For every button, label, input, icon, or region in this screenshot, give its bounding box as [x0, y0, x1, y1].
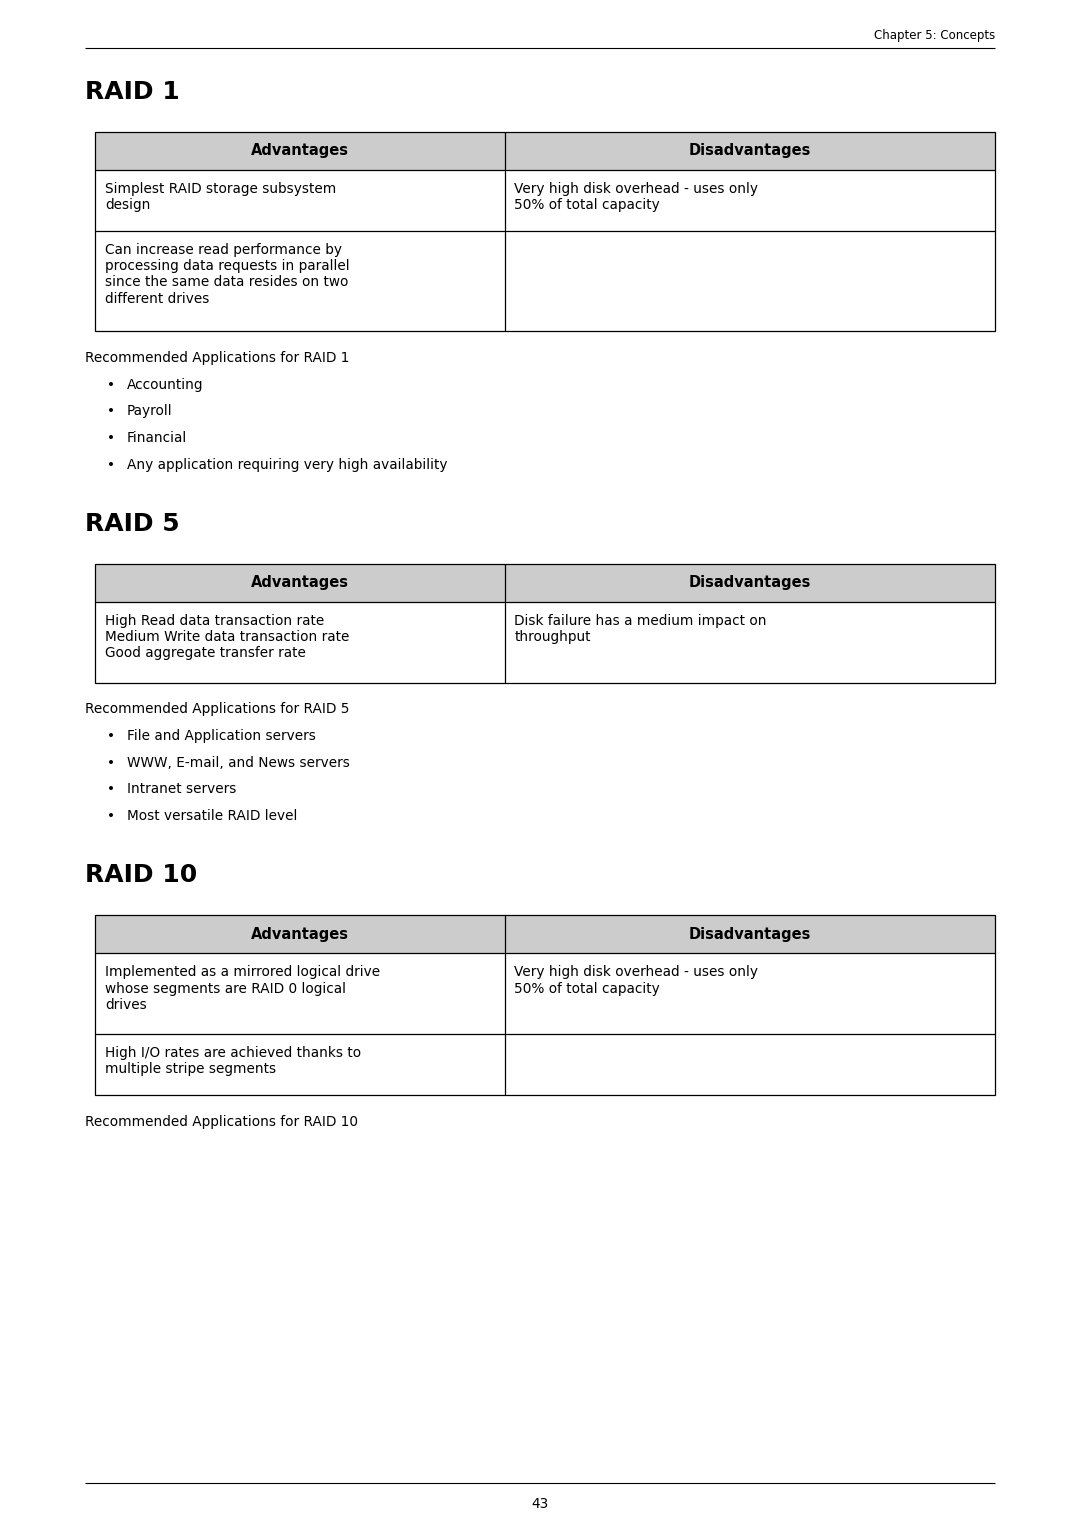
Bar: [95, 916, 995, 1095]
Text: Intranet servers: Intranet servers: [127, 783, 237, 797]
Text: Accounting: Accounting: [127, 378, 203, 391]
Text: Very high disk overhead - uses only
50% of total capacity: Very high disk overhead - uses only 50% …: [514, 182, 758, 213]
Text: Can increase read performance by
processing data requests in parallel
since the : Can increase read performance by process…: [105, 243, 350, 306]
Text: 43: 43: [531, 1497, 549, 1511]
Text: •: •: [107, 405, 114, 419]
Bar: [95, 131, 995, 170]
Text: Implemented as a mirrored logical drive
whose segments are RAID 0 logical
drives: Implemented as a mirrored logical drive …: [105, 965, 380, 1012]
Text: WWW, E-mail, and News servers: WWW, E-mail, and News servers: [127, 755, 350, 771]
Text: •: •: [107, 431, 114, 445]
Bar: [95, 131, 995, 330]
Text: RAID 10: RAID 10: [85, 864, 198, 887]
Bar: [95, 564, 995, 602]
Text: •: •: [107, 783, 114, 797]
Text: •: •: [107, 729, 114, 743]
Text: High Read data transaction rate
Medium Write data transaction rate
Good aggregat: High Read data transaction rate Medium W…: [105, 615, 349, 661]
Text: Disadvantages: Disadvantages: [689, 144, 811, 159]
Text: Very high disk overhead - uses only
50% of total capacity: Very high disk overhead - uses only 50% …: [514, 965, 758, 995]
Text: Disk failure has a medium impact on
throughput: Disk failure has a medium impact on thro…: [514, 615, 767, 644]
Bar: [95, 564, 995, 682]
Text: Recommended Applications for RAID 1: Recommended Applications for RAID 1: [85, 352, 349, 365]
Text: •: •: [107, 755, 114, 771]
Text: RAID 5: RAID 5: [85, 512, 179, 537]
Text: Advantages: Advantages: [251, 927, 349, 942]
Text: Chapter 5: Concepts: Chapter 5: Concepts: [874, 29, 995, 41]
Bar: [95, 916, 995, 1095]
Text: Disadvantages: Disadvantages: [689, 575, 811, 590]
Text: Financial: Financial: [127, 431, 187, 445]
Text: •: •: [107, 809, 114, 823]
Text: Any application requiring very high availability: Any application requiring very high avai…: [127, 457, 447, 471]
Bar: [95, 564, 995, 682]
Text: Recommended Applications for RAID 10: Recommended Applications for RAID 10: [85, 1115, 357, 1128]
Bar: [95, 916, 995, 954]
Text: Simplest RAID storage subsystem
design: Simplest RAID storage subsystem design: [105, 182, 336, 213]
Text: RAID 1: RAID 1: [85, 80, 179, 104]
Text: High I/O rates are achieved thanks to
multiple stripe segments: High I/O rates are achieved thanks to mu…: [105, 1046, 361, 1076]
Text: Most versatile RAID level: Most versatile RAID level: [127, 809, 297, 823]
Text: •: •: [107, 378, 114, 391]
Text: Advantages: Advantages: [251, 575, 349, 590]
Text: Payroll: Payroll: [127, 405, 173, 419]
Text: Advantages: Advantages: [251, 144, 349, 159]
Text: •: •: [107, 457, 114, 471]
Text: Disadvantages: Disadvantages: [689, 927, 811, 942]
Bar: [95, 131, 995, 330]
Text: Recommended Applications for RAID 5: Recommended Applications for RAID 5: [85, 702, 350, 717]
Text: File and Application servers: File and Application servers: [127, 729, 315, 743]
